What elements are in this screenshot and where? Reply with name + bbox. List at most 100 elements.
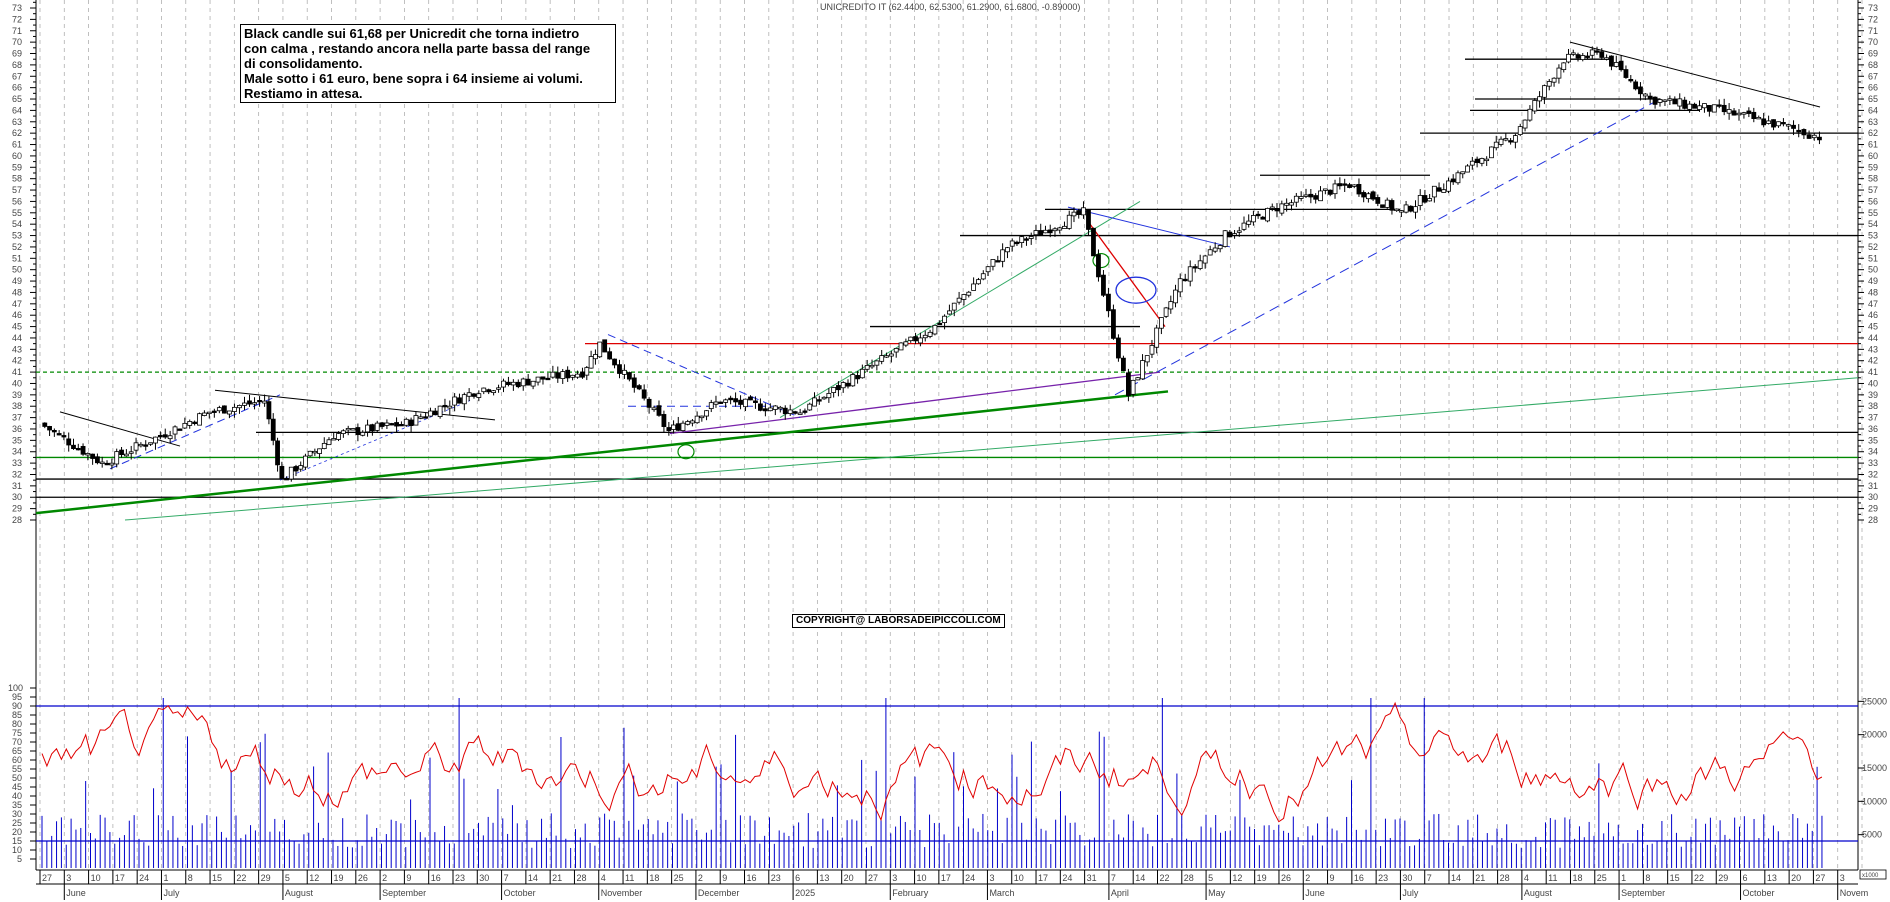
svg-text:28: 28 <box>1868 515 1878 525</box>
svg-text:3: 3 <box>989 873 994 883</box>
svg-text:73: 73 <box>12 3 22 13</box>
svg-text:35: 35 <box>12 435 22 445</box>
svg-text:71: 71 <box>12 26 22 36</box>
svg-text:38: 38 <box>12 401 22 411</box>
svg-text:59: 59 <box>1868 162 1878 172</box>
svg-text:95: 95 <box>12 692 22 702</box>
svg-text:41: 41 <box>12 367 22 377</box>
svg-text:35: 35 <box>1868 435 1878 445</box>
svg-text:37: 37 <box>1868 413 1878 423</box>
svg-text:40: 40 <box>12 378 22 388</box>
svg-text:13: 13 <box>819 873 829 883</box>
svg-text:23: 23 <box>771 873 781 883</box>
svg-text:45: 45 <box>12 782 22 792</box>
svg-text:33: 33 <box>12 458 22 468</box>
svg-text:54: 54 <box>1868 219 1878 229</box>
svg-text:35: 35 <box>12 800 22 810</box>
svg-text:6: 6 <box>1743 873 1748 883</box>
svg-text:64: 64 <box>1868 105 1878 115</box>
svg-text:24: 24 <box>139 873 149 883</box>
svg-text:39: 39 <box>1868 390 1878 400</box>
svg-text:17: 17 <box>115 873 125 883</box>
svg-text:80: 80 <box>12 719 22 729</box>
svg-text:31: 31 <box>12 481 22 491</box>
svg-text:15: 15 <box>12 836 22 846</box>
svg-text:69: 69 <box>1868 49 1878 59</box>
svg-text:46: 46 <box>12 310 22 320</box>
svg-text:16: 16 <box>747 873 757 883</box>
svg-text:9: 9 <box>406 873 411 883</box>
chart-title: UNICREDITO IT (62.4400, 62.5300, 61.2900… <box>820 2 1081 12</box>
svg-text:x1000: x1000 <box>1862 873 1879 879</box>
svg-text:22: 22 <box>1694 873 1704 883</box>
svg-text:24: 24 <box>965 873 975 883</box>
svg-text:25: 25 <box>12 818 22 828</box>
svg-text:29: 29 <box>12 504 22 514</box>
svg-text:12: 12 <box>1232 873 1242 883</box>
svg-text:September: September <box>1621 888 1665 898</box>
svg-text:6: 6 <box>795 873 800 883</box>
svg-text:July: July <box>1402 888 1419 898</box>
svg-text:56: 56 <box>12 196 22 206</box>
svg-text:54: 54 <box>12 219 22 229</box>
svg-text:52: 52 <box>12 242 22 252</box>
svg-text:5: 5 <box>285 873 290 883</box>
svg-text:40: 40 <box>1868 378 1878 388</box>
svg-text:36: 36 <box>12 424 22 434</box>
svg-text:March: March <box>989 888 1014 898</box>
svg-text:45: 45 <box>12 322 22 332</box>
svg-text:58: 58 <box>12 174 22 184</box>
svg-text:4: 4 <box>601 873 606 883</box>
svg-text:15000: 15000 <box>1862 763 1887 773</box>
svg-text:19: 19 <box>1257 873 1267 883</box>
svg-text:30: 30 <box>12 492 22 502</box>
svg-text:5: 5 <box>1208 873 1213 883</box>
svg-text:October: October <box>1743 888 1775 898</box>
copyright-label: COPYRIGHT@ LABORSADEIPICCOLI.COM <box>792 614 1005 628</box>
svg-text:17: 17 <box>1038 873 1048 883</box>
svg-text:62: 62 <box>12 128 22 138</box>
svg-text:November: November <box>601 888 643 898</box>
annotation-line: Black candle sui 61,68 per Unicredit che… <box>244 26 580 41</box>
svg-text:30: 30 <box>1868 492 1878 502</box>
svg-text:1: 1 <box>1621 873 1626 883</box>
svg-text:51: 51 <box>1868 253 1878 263</box>
svg-text:60: 60 <box>1868 151 1878 161</box>
svg-text:28: 28 <box>576 873 586 883</box>
svg-text:26: 26 <box>358 873 368 883</box>
svg-text:11: 11 <box>625 873 634 883</box>
svg-text:22: 22 <box>1159 873 1169 883</box>
svg-text:41: 41 <box>1868 367 1878 377</box>
svg-text:70: 70 <box>12 737 22 747</box>
svg-text:June: June <box>1305 888 1325 898</box>
svg-text:62: 62 <box>1868 128 1878 138</box>
svg-text:31: 31 <box>1868 481 1878 491</box>
svg-text:20: 20 <box>12 827 22 837</box>
svg-text:65: 65 <box>12 94 22 104</box>
svg-text:31: 31 <box>1087 873 1097 883</box>
svg-text:52: 52 <box>1868 242 1878 252</box>
svg-text:4: 4 <box>1524 873 1529 883</box>
svg-text:Novem: Novem <box>1840 888 1869 898</box>
svg-text:56: 56 <box>1868 196 1878 206</box>
svg-text:9: 9 <box>722 873 727 883</box>
svg-text:29: 29 <box>261 873 271 883</box>
annotation-box: Black candle sui 61,68 per Unicredit che… <box>240 24 616 103</box>
svg-text:32: 32 <box>1868 469 1878 479</box>
svg-text:August: August <box>285 888 314 898</box>
svg-text:29: 29 <box>1718 873 1728 883</box>
svg-text:25: 25 <box>1597 873 1607 883</box>
svg-text:68: 68 <box>12 60 22 70</box>
svg-text:20000: 20000 <box>1862 730 1887 740</box>
svg-text:12: 12 <box>309 873 319 883</box>
svg-text:58: 58 <box>1868 174 1878 184</box>
svg-text:75: 75 <box>12 728 22 738</box>
svg-text:25: 25 <box>674 873 684 883</box>
svg-text:5000: 5000 <box>1862 830 1882 840</box>
svg-text:59: 59 <box>12 162 22 172</box>
svg-text:46: 46 <box>1868 310 1878 320</box>
svg-text:13: 13 <box>1767 873 1777 883</box>
svg-text:9: 9 <box>1330 873 1335 883</box>
svg-text:66: 66 <box>12 83 22 93</box>
svg-text:14: 14 <box>528 873 538 883</box>
